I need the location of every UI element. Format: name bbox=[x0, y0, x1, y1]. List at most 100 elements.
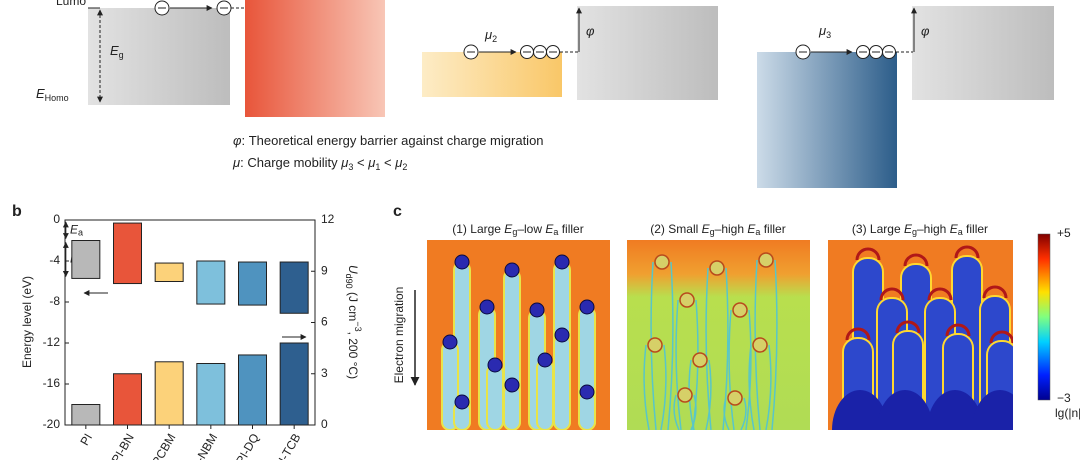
filler-cap bbox=[879, 287, 905, 301]
panel-title: (1) Large Eg–low Ea filler bbox=[452, 222, 583, 237]
filler-particle bbox=[654, 254, 670, 270]
field-streak bbox=[728, 309, 752, 430]
filler-cap bbox=[903, 253, 929, 267]
energy-density-bar bbox=[154, 361, 184, 426]
filler-cap bbox=[895, 320, 921, 334]
y-tick-label: -8 bbox=[49, 294, 60, 308]
energy-density-bar bbox=[238, 354, 267, 426]
field-map bbox=[627, 240, 810, 430]
ehomo-label: EHomo bbox=[36, 86, 69, 103]
x-tick-label: PI-TCB bbox=[272, 431, 304, 460]
filler-particle bbox=[679, 292, 695, 308]
eg-label: Eg bbox=[110, 43, 124, 60]
y2-tick-label: 0 bbox=[321, 417, 328, 431]
matrix-band bbox=[88, 8, 230, 105]
x-tick-label: PI bbox=[77, 431, 95, 448]
filler-particle bbox=[727, 390, 743, 406]
field-pool bbox=[832, 390, 888, 430]
electron-group bbox=[520, 45, 560, 59]
colorbar bbox=[1037, 233, 1051, 401]
field-map bbox=[828, 240, 1013, 430]
y2-tick-label: 12 bbox=[321, 212, 335, 226]
filler-particle bbox=[692, 352, 708, 368]
energy-density-bar bbox=[196, 363, 226, 426]
panel-label: b bbox=[12, 203, 22, 220]
panel-title: (3) Large Eg–high Ea filler bbox=[852, 222, 988, 237]
filler-band bbox=[245, 0, 385, 117]
energy-density-bar bbox=[279, 342, 309, 426]
matrix-band bbox=[577, 6, 718, 100]
filler-cap bbox=[989, 330, 1013, 344]
filler-particle bbox=[537, 352, 553, 368]
legend-phi: φ: Theoretical energy barrier against ch… bbox=[233, 133, 544, 148]
field-pool bbox=[972, 390, 1013, 430]
filler-particle bbox=[479, 299, 495, 315]
filler-particle bbox=[579, 384, 595, 400]
y2-axis-label: Ud90 (J cm−3, 200 °C) bbox=[344, 265, 363, 379]
plot-frame bbox=[64, 219, 316, 426]
y2-tick-label: 9 bbox=[321, 263, 328, 277]
band-diagram: Lumo Eg EHomo μ2 φ μ3 φ φ: Theoretical e… bbox=[36, 0, 1054, 188]
electron bbox=[463, 44, 479, 60]
energy-density-bar bbox=[71, 404, 101, 426]
filler-particle bbox=[732, 302, 748, 318]
electron-group bbox=[856, 45, 896, 59]
field-streak bbox=[673, 394, 697, 430]
electron bbox=[795, 44, 811, 60]
filler-particle bbox=[709, 260, 725, 276]
field-streak bbox=[748, 344, 772, 430]
energy-bar bbox=[154, 262, 184, 282]
electron bbox=[154, 0, 170, 16]
energy-bar bbox=[279, 261, 309, 314]
y-tick-label: 0 bbox=[53, 212, 60, 226]
phi-label: φ bbox=[586, 23, 595, 38]
field-streak bbox=[536, 359, 554, 430]
filler-cap bbox=[927, 287, 953, 301]
y-tick-label: -16 bbox=[43, 376, 61, 390]
filler-particle bbox=[579, 299, 595, 315]
panel-c: c (1) Large Eg–low Ea filler (2) Small E… bbox=[392, 203, 1080, 430]
filler-particle bbox=[529, 302, 545, 318]
panel-b: b Energy level (eV) Ud90 (J cm−3, 200 °C… bbox=[12, 203, 363, 460]
filler-particle bbox=[677, 387, 693, 403]
field-map bbox=[427, 240, 610, 430]
energy-bar bbox=[238, 261, 267, 306]
filler-cap bbox=[945, 323, 971, 337]
filler-particle bbox=[758, 252, 774, 268]
y2-tick-label: 6 bbox=[321, 315, 328, 329]
lumo-label: Lumo bbox=[56, 0, 86, 8]
field-streak bbox=[486, 364, 504, 430]
energy-bar bbox=[196, 260, 226, 305]
x-tick-label: PI-NBM bbox=[187, 431, 220, 460]
y2-tick-label: 3 bbox=[321, 366, 328, 380]
field-streak bbox=[723, 397, 747, 430]
filler-cap bbox=[982, 285, 1008, 299]
field-pool bbox=[877, 390, 933, 430]
x-tick-label: PI-PCBM bbox=[141, 431, 178, 460]
ea-annotation: Ea bbox=[70, 222, 83, 237]
filler-cap bbox=[845, 327, 871, 341]
filler-particle bbox=[504, 262, 520, 278]
legend-mu: μ: Charge mobility μ3 < μ1 < μ2 bbox=[232, 155, 407, 172]
filler-particle bbox=[442, 334, 458, 350]
filler-particle bbox=[504, 377, 520, 393]
x-tick-label: PI-DQ bbox=[233, 431, 262, 460]
migration-label: Electron migration bbox=[392, 287, 406, 384]
electron bbox=[216, 0, 232, 16]
y-tick-label: -12 bbox=[43, 335, 61, 349]
field-streak bbox=[643, 344, 667, 430]
colorbar-label: lg(|n|) bbox=[1055, 406, 1080, 420]
filler-particle bbox=[752, 337, 768, 353]
filler-particle bbox=[554, 254, 570, 270]
mu2-label: μ2 bbox=[484, 27, 497, 44]
filler-cap bbox=[954, 245, 980, 259]
mu3-label: μ3 bbox=[818, 23, 831, 40]
field-streak bbox=[553, 334, 571, 430]
filler-particle bbox=[647, 337, 663, 353]
filler-band bbox=[422, 52, 562, 97]
filler-band bbox=[757, 52, 897, 188]
filler-particle bbox=[454, 394, 470, 410]
matrix-band bbox=[912, 6, 1054, 100]
y-axis-label: Energy level (eV) bbox=[20, 276, 34, 368]
